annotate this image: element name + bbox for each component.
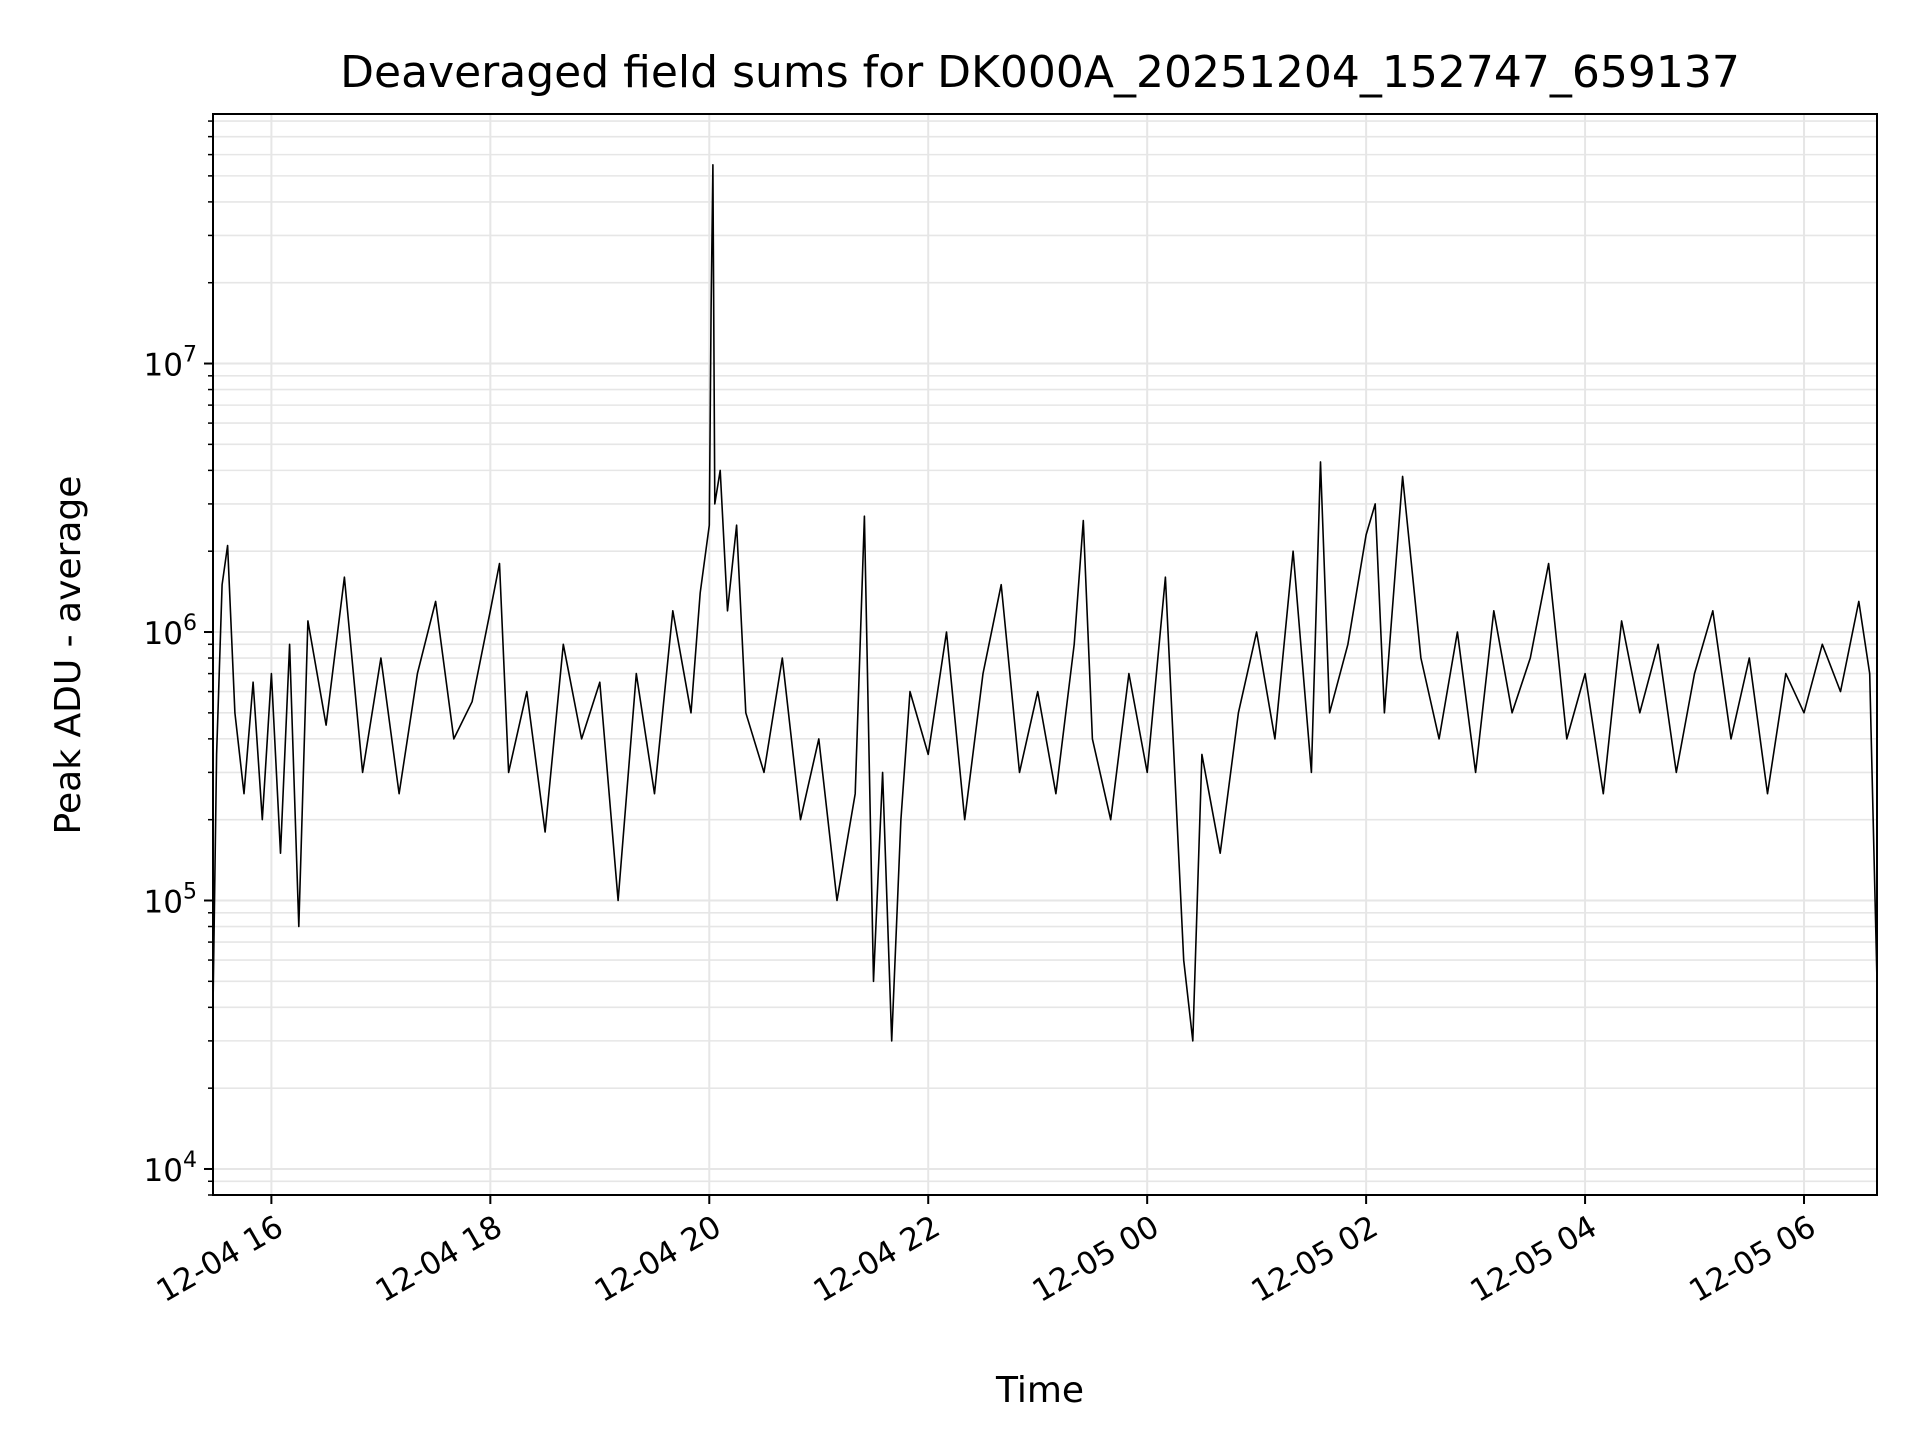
chart-title: Deaveraged field sums for DK000A_2025120… [340,47,1740,98]
y-axis-label: Peak ADU - average [48,476,89,835]
y-tick-label: 105 [144,879,197,920]
y-tick-exponent: 4 [183,1148,197,1173]
x-axis-label: Time [995,1370,1084,1411]
y-tick-label: 107 [144,343,197,384]
y-tick-label: 106 [144,611,197,652]
y-tick-base: 10 [144,616,183,652]
series-line [212,164,1878,1042]
y-tick-exponent: 7 [183,343,197,368]
y-tick-exponent: 5 [183,879,197,904]
y-tick-base: 10 [144,348,183,384]
y-tick-base: 10 [144,1153,183,1189]
y-tick-label: 104 [144,1148,197,1189]
data-layer [212,164,1878,1042]
y-tick-exponent: 6 [183,611,197,636]
plot-frame [212,113,1878,1196]
y-tick-base: 10 [144,884,183,920]
